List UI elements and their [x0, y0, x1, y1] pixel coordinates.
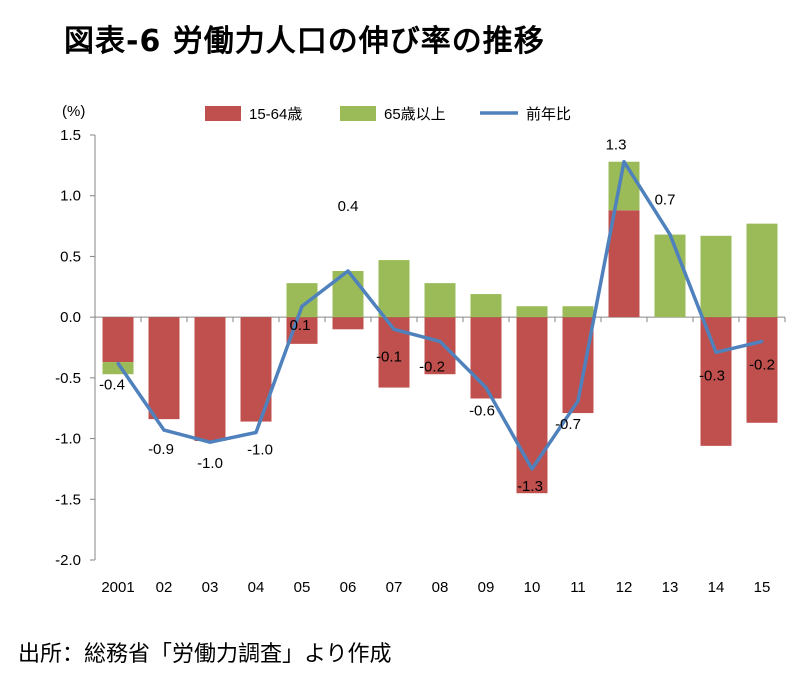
y-tick-label: 0.0 — [60, 309, 81, 326]
x-tick-label: 02 — [156, 579, 173, 596]
x-tick-label: 12 — [616, 579, 633, 596]
line-point — [392, 327, 396, 331]
line-point — [576, 399, 580, 403]
x-tick-label: 06 — [340, 579, 357, 596]
y-unit-label: (%) — [62, 103, 85, 120]
legend-label: 15-64歳 — [249, 106, 302, 123]
legend-label: 前年比 — [526, 106, 571, 123]
bar-65-over — [286, 283, 318, 318]
bar-15-64 — [148, 317, 180, 420]
x-tick-label: 11 — [570, 579, 586, 596]
line-point — [760, 339, 764, 343]
y-tick-label: -1.5 — [55, 491, 81, 508]
data-label: -1.0 — [197, 455, 223, 472]
data-label: 0.7 — [655, 192, 676, 209]
legend-swatch — [205, 106, 241, 121]
line-point — [162, 428, 166, 432]
x-tick-label: 15 — [754, 579, 771, 596]
x-tick-label: 09 — [478, 579, 495, 596]
bar-15-64 — [470, 317, 502, 399]
y-tick-label: 0.5 — [60, 248, 81, 265]
line-point — [484, 386, 488, 390]
bar-65-over — [378, 260, 410, 318]
legend-label: 65歳以上 — [384, 106, 446, 123]
data-label: -1.0 — [247, 442, 273, 459]
data-label: -0.9 — [148, 441, 174, 458]
bar-65-over — [562, 306, 594, 318]
y-tick-label: 1.5 — [60, 127, 81, 144]
bar-15-64 — [102, 317, 134, 363]
data-label: -0.4 — [99, 376, 125, 393]
line-point — [208, 440, 212, 444]
source-note: 出所：総務省「労働力調査」より作成 — [18, 642, 392, 667]
line-point — [438, 339, 442, 343]
bar-15-64 — [700, 317, 732, 446]
line-point — [530, 467, 534, 471]
x-tick-label: 03 — [202, 579, 219, 596]
line-point — [116, 361, 120, 365]
chart-title: 図表-6 労働力人口の伸び率の推移 — [64, 24, 545, 59]
x-tick-label: 08 — [432, 579, 449, 596]
line-point — [714, 350, 718, 354]
bar-15-64 — [194, 317, 226, 441]
x-tick-label: 05 — [294, 579, 311, 596]
bar-15-64 — [516, 317, 548, 494]
x-tick-label: 10 — [524, 579, 541, 596]
x-tick-label: 2001 — [101, 579, 134, 596]
data-label: -0.1 — [376, 348, 402, 365]
data-label: -0.6 — [469, 403, 495, 420]
y-tick-label: -1.0 — [55, 431, 81, 448]
data-label: 0.4 — [338, 198, 359, 215]
bar-15-64 — [424, 317, 456, 375]
bar-15-64 — [332, 317, 364, 330]
data-label: 0.1 — [290, 317, 311, 334]
bar-65-over — [516, 306, 548, 318]
line-point — [622, 160, 626, 164]
y-tick-label: -2.0 — [55, 552, 81, 569]
data-label: -0.2 — [419, 358, 445, 375]
axes: -2.0 -1.5 -1.0 -0.5 0.0 0.5 1.0 1.5 (%) 2001 02 03 0… — [55, 103, 786, 596]
bar-65-over — [746, 223, 778, 318]
bar-15-64 — [746, 317, 778, 423]
bar-65-over — [470, 294, 502, 318]
x-tick-label: 14 — [708, 579, 725, 596]
legend-swatch — [340, 106, 376, 121]
data-label: -0.3 — [699, 367, 725, 384]
data-label: 1.3 — [606, 137, 627, 154]
chart: -2.0 -1.5 -1.0 -0.5 0.0 0.5 1.0 1.5 (%) 2001 02 03 0… — [55, 103, 786, 596]
legend: 15-64歳 65歳以上 前年比 — [205, 106, 571, 123]
x-tick-label: 07 — [386, 579, 403, 596]
line-series — [116, 159, 764, 471]
bar-15-64 — [608, 210, 640, 318]
line-point — [668, 233, 672, 237]
line-point — [254, 431, 258, 434]
line-point — [300, 304, 304, 308]
bar-65-over — [102, 362, 134, 375]
data-label: -0.7 — [555, 416, 581, 433]
bars — [102, 161, 778, 494]
data-label: -0.2 — [749, 356, 775, 373]
data-labels: -0.4 -0.9 -1.0 -1.0 0.1 0.4 -0.1 -0.2 -0.6 -1.3 -0… — [99, 137, 775, 495]
x-tick-label: 13 — [662, 579, 679, 596]
x-tick-label: 04 — [248, 579, 265, 596]
bar-65-over — [654, 234, 686, 318]
y-tick-label: 1.0 — [60, 188, 81, 205]
bar-65-over — [700, 235, 732, 318]
y-tick-label: -0.5 — [55, 370, 81, 387]
bar-65-over — [424, 283, 456, 318]
line-point — [346, 269, 350, 273]
data-label: -1.3 — [517, 478, 543, 495]
